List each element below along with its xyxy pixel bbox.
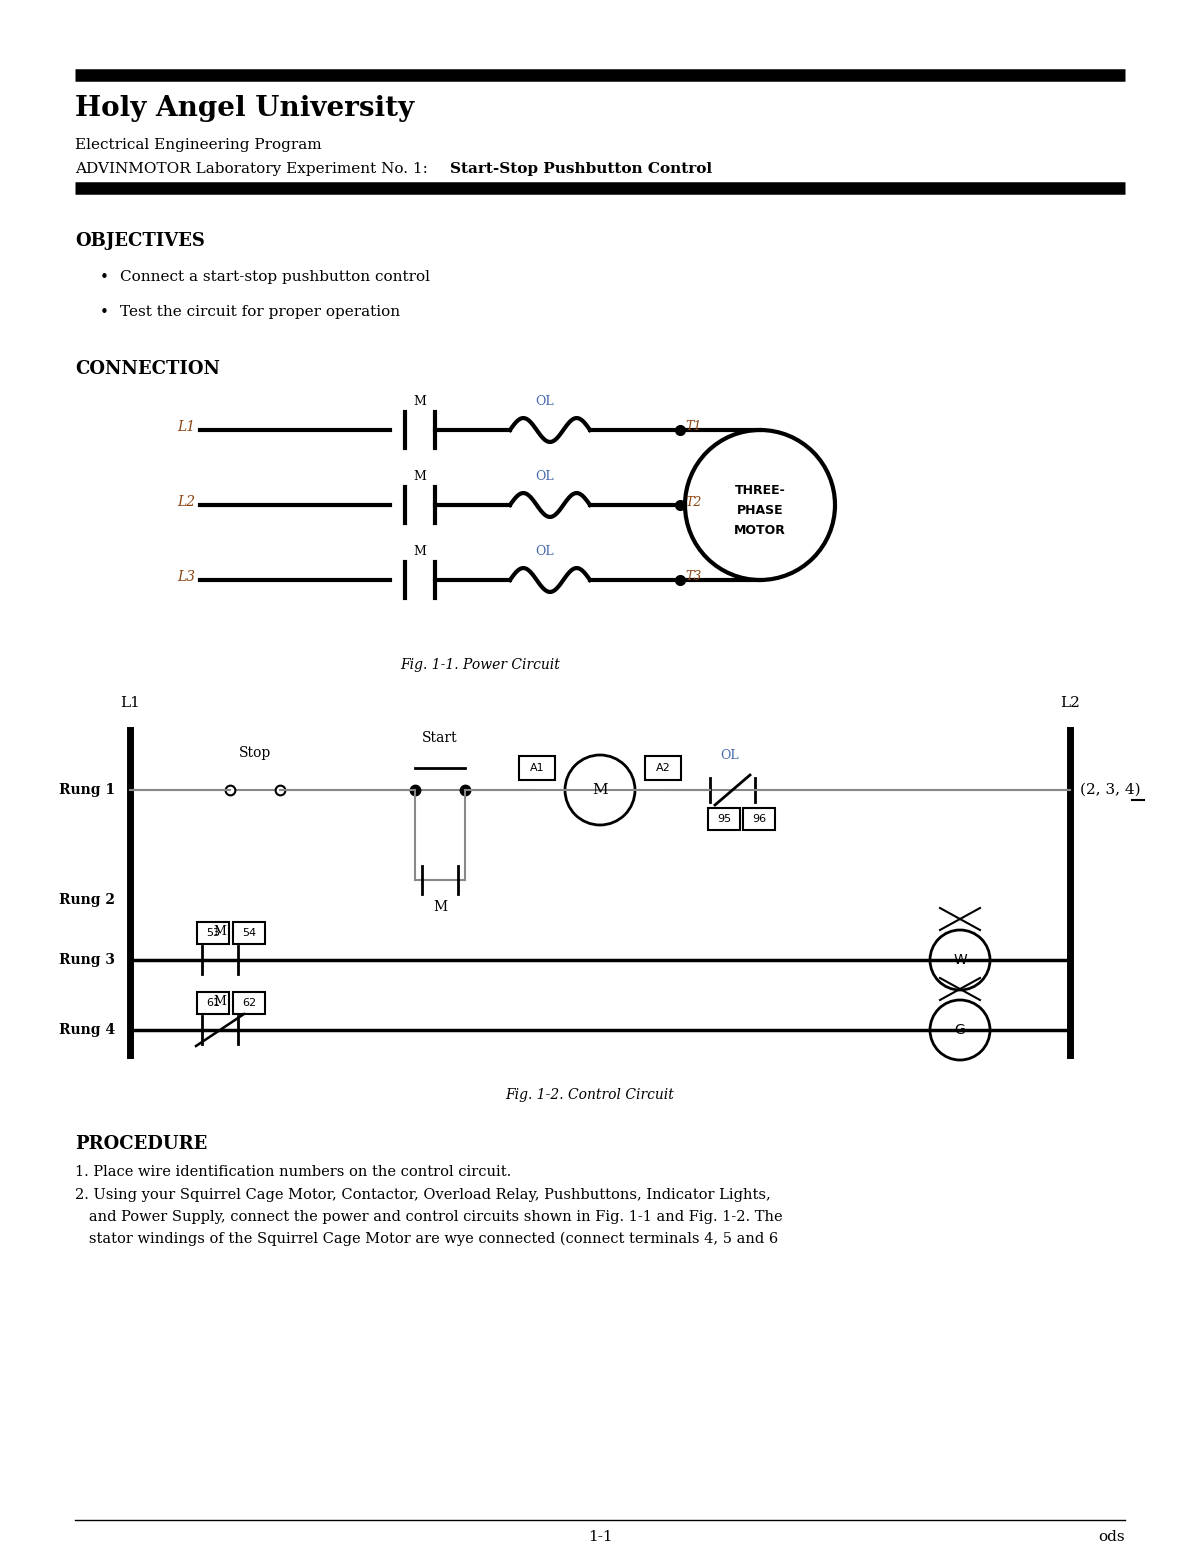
Text: M: M bbox=[414, 545, 426, 558]
FancyBboxPatch shape bbox=[233, 992, 265, 1014]
Text: Fig. 1-2. Control Circuit: Fig. 1-2. Control Circuit bbox=[505, 1089, 674, 1103]
Text: OL: OL bbox=[535, 471, 554, 483]
Text: 61: 61 bbox=[206, 999, 220, 1008]
Text: Holy Angel University: Holy Angel University bbox=[74, 95, 414, 123]
Text: •: • bbox=[100, 304, 109, 320]
Text: OL: OL bbox=[535, 545, 554, 558]
Text: 95: 95 bbox=[716, 814, 731, 825]
Text: Start: Start bbox=[422, 731, 458, 745]
Text: Rung 4: Rung 4 bbox=[59, 1023, 115, 1037]
Text: Test the circuit for proper operation: Test the circuit for proper operation bbox=[120, 304, 400, 318]
Text: (2, 3, 4): (2, 3, 4) bbox=[1080, 783, 1141, 797]
Text: L1: L1 bbox=[176, 419, 194, 433]
Text: L3: L3 bbox=[176, 570, 194, 584]
Text: Stop: Stop bbox=[239, 745, 271, 759]
Text: MOTOR: MOTOR bbox=[734, 523, 786, 536]
Text: Fig. 1-1. Power Circuit: Fig. 1-1. Power Circuit bbox=[400, 658, 560, 672]
Text: Electrical Engineering Program: Electrical Engineering Program bbox=[74, 138, 322, 152]
Text: M: M bbox=[214, 995, 227, 1008]
Text: Start-Stop Pushbutton Control: Start-Stop Pushbutton Control bbox=[450, 162, 712, 175]
Text: and Power Supply, connect the power and control circuits shown in Fig. 1-1 and F: and Power Supply, connect the power and … bbox=[74, 1210, 782, 1224]
FancyBboxPatch shape bbox=[646, 756, 682, 780]
Text: M: M bbox=[414, 394, 426, 408]
Text: CONNECTION: CONNECTION bbox=[74, 360, 220, 377]
FancyBboxPatch shape bbox=[197, 922, 229, 944]
Text: 62: 62 bbox=[242, 999, 256, 1008]
Text: L2: L2 bbox=[1060, 696, 1080, 710]
Text: PHASE: PHASE bbox=[737, 503, 784, 517]
Text: PROCEDURE: PROCEDURE bbox=[74, 1135, 208, 1152]
Text: THREE-: THREE- bbox=[734, 483, 785, 497]
Text: T2: T2 bbox=[685, 495, 701, 508]
FancyBboxPatch shape bbox=[520, 756, 554, 780]
Text: L1: L1 bbox=[120, 696, 140, 710]
Text: W: W bbox=[953, 954, 967, 968]
FancyBboxPatch shape bbox=[743, 808, 775, 829]
Text: A2: A2 bbox=[655, 763, 671, 773]
Text: OL: OL bbox=[535, 394, 554, 408]
Text: Rung 1: Rung 1 bbox=[59, 783, 115, 797]
FancyBboxPatch shape bbox=[197, 992, 229, 1014]
Text: OBJECTIVES: OBJECTIVES bbox=[74, 231, 205, 250]
Text: G: G bbox=[955, 1023, 965, 1037]
Text: T3: T3 bbox=[685, 570, 701, 584]
Text: Rung 2: Rung 2 bbox=[59, 893, 115, 907]
Text: 2. Using your Squirrel Cage Motor, Contactor, Overload Relay, Pushbuttons, Indic: 2. Using your Squirrel Cage Motor, Conta… bbox=[74, 1188, 770, 1202]
Text: L2: L2 bbox=[176, 495, 194, 509]
Text: Connect a start-stop pushbutton control: Connect a start-stop pushbutton control bbox=[120, 270, 430, 284]
Text: 1. Place wire identification numbers on the control circuit.: 1. Place wire identification numbers on … bbox=[74, 1165, 511, 1179]
Text: 96: 96 bbox=[752, 814, 766, 825]
Text: ods: ods bbox=[1098, 1530, 1126, 1544]
Text: Rung 3: Rung 3 bbox=[59, 954, 115, 968]
Text: •: • bbox=[100, 270, 109, 286]
Text: T1: T1 bbox=[685, 421, 701, 433]
Text: 1-1: 1-1 bbox=[588, 1530, 612, 1544]
Text: M: M bbox=[414, 471, 426, 483]
Text: 54: 54 bbox=[242, 929, 256, 938]
Text: stator windings of the Squirrel Cage Motor are wye connected (connect terminals : stator windings of the Squirrel Cage Mot… bbox=[74, 1232, 779, 1247]
Text: M: M bbox=[433, 901, 448, 915]
Text: 53: 53 bbox=[206, 929, 220, 938]
Text: ADVINMOTOR Laboratory Experiment No. 1:: ADVINMOTOR Laboratory Experiment No. 1: bbox=[74, 162, 433, 175]
Text: OL: OL bbox=[721, 749, 739, 763]
FancyBboxPatch shape bbox=[233, 922, 265, 944]
Text: M: M bbox=[214, 926, 227, 938]
Text: A1: A1 bbox=[529, 763, 545, 773]
FancyBboxPatch shape bbox=[708, 808, 740, 829]
Text: M: M bbox=[592, 783, 608, 797]
